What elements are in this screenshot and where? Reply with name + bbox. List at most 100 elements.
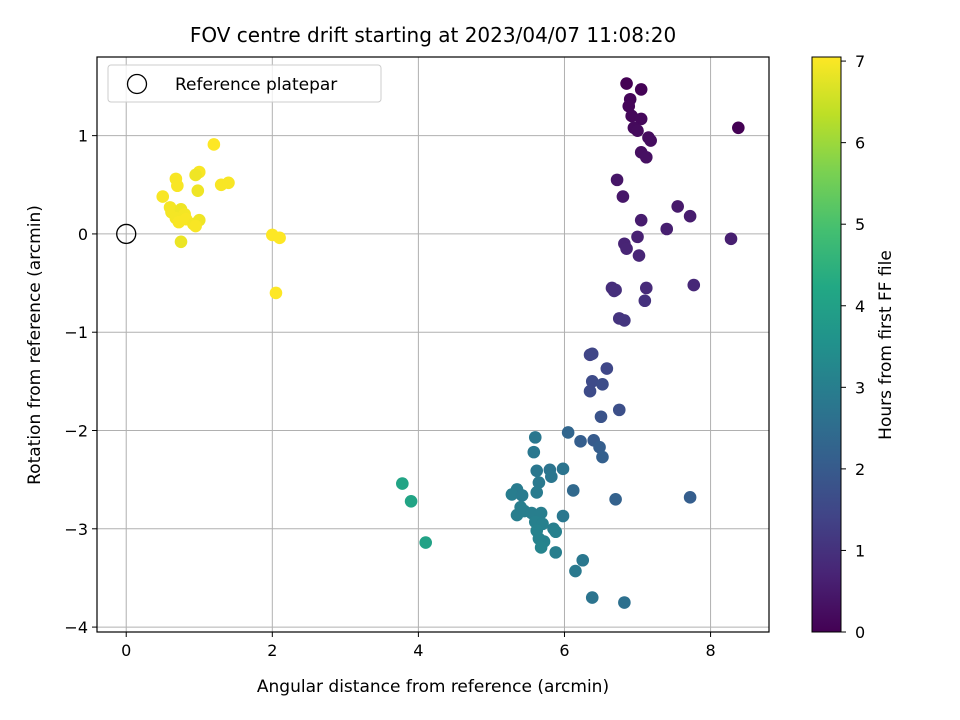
x-axis-ticks: 0 2 4 6 8 [121, 632, 716, 660]
scatter-point [207, 138, 221, 151]
scatter-point [618, 314, 631, 327]
scatter-point [569, 564, 582, 578]
y-axis-label: Rotation from reference (arcmin) [25, 205, 45, 485]
x-tick-label: 8 [705, 641, 715, 660]
scatter-point [530, 486, 544, 499]
y-tick-label: −4 [64, 618, 88, 637]
scatter-point [583, 384, 597, 398]
scatter-point [189, 168, 202, 182]
scatter-point [419, 536, 432, 549]
scatter-point [561, 426, 575, 439]
scatter-point [530, 464, 544, 478]
x-tick-label: 2 [267, 641, 277, 660]
reference-platepar-marker [116, 223, 137, 245]
scatter-point [644, 134, 657, 147]
scatter-point [556, 462, 570, 476]
scatter-point [191, 184, 205, 197]
scatter-point [527, 445, 541, 459]
colorbar-tick-label: 7 [855, 52, 865, 71]
y-tick-label: 0 [78, 225, 88, 244]
legend-reference-marker [126, 73, 148, 95]
scatter-point [156, 190, 170, 203]
scatter-point [639, 150, 653, 164]
scatter-point [634, 213, 648, 227]
data-points [156, 77, 745, 609]
scatter-point [404, 494, 418, 508]
scatter-point [687, 278, 701, 292]
scatter-point [609, 493, 622, 506]
scatter-point [576, 553, 590, 567]
scatter-point [620, 242, 633, 255]
scatter-point [610, 173, 624, 187]
scatter-point [549, 546, 563, 559]
scatter-point [222, 176, 235, 190]
grid [97, 57, 769, 632]
colorbar-ticks: 0 1 2 3 4 5 6 7 [841, 52, 865, 642]
plot-frame [96, 56, 770, 633]
colorbar: 0 1 2 3 4 5 6 7 Hours from first FF file [811, 52, 896, 642]
colorbar-gradient [811, 56, 842, 633]
x-axis-label: Angular distance from reference (arcmin) [257, 677, 609, 697]
colorbar-tick-label: 6 [855, 134, 865, 153]
scatter-point [515, 489, 529, 502]
scatter-point [528, 431, 542, 444]
scatter-point [269, 286, 283, 300]
scatter-point [171, 179, 184, 193]
scatter-point [534, 506, 548, 520]
legend-box [107, 64, 382, 103]
scatter-point [585, 591, 599, 604]
scatter-point [671, 200, 684, 213]
scatter-point [616, 190, 630, 203]
scatter-point [505, 488, 519, 501]
reference-marker-layer [116, 223, 137, 245]
legend: Reference platepar [107, 64, 382, 103]
scatter-point [724, 232, 738, 246]
colorbar-label: Hours from first FF file [876, 250, 896, 440]
scatter-point [732, 121, 745, 135]
scatter-point [634, 83, 648, 96]
scatter-point [618, 596, 631, 609]
scatter-point [189, 219, 202, 233]
colorbar-tick-label: 3 [855, 378, 865, 397]
scatter-point [574, 435, 587, 448]
scatter-point [600, 362, 614, 375]
scatter-point [596, 378, 609, 391]
scatter-point [683, 209, 697, 223]
y-axis-ticks: −4 −3 −2 −1 0 1 [64, 127, 97, 637]
scatter-point [273, 231, 286, 245]
scatter-point [549, 525, 563, 539]
x-tick-label: 4 [413, 641, 423, 660]
y-tick-label: −2 [64, 422, 88, 441]
scatter-point [556, 509, 570, 523]
scatter-point [607, 284, 621, 298]
scatter-point [631, 124, 644, 138]
scatter-point [545, 470, 558, 484]
y-tick-label: −1 [64, 323, 88, 342]
scatter-point [612, 403, 626, 417]
y-tick-label: −3 [64, 520, 88, 539]
scatter-point [638, 294, 652, 308]
scatter-point [620, 77, 633, 90]
scatter-point [639, 281, 653, 295]
x-tick-label: 0 [121, 641, 131, 660]
scatter-point [396, 477, 409, 490]
colorbar-tick-label: 2 [855, 460, 865, 479]
scatter-point [566, 484, 580, 497]
scatter-point [622, 99, 636, 113]
scatter-point [596, 450, 609, 464]
colorbar-tick-label: 5 [855, 215, 865, 234]
scatter-point [585, 347, 599, 361]
scatter-point [532, 476, 546, 489]
legend-label-reference: Reference platepar [175, 75, 337, 95]
scatter-point [625, 109, 638, 123]
colorbar-tick-label: 1 [855, 541, 865, 560]
scatter-point [594, 410, 608, 424]
scatter-point [632, 249, 646, 262]
scatter-point [631, 230, 644, 244]
scatter-point [660, 222, 674, 236]
scatter-point [634, 112, 648, 126]
colorbar-tick-label: 4 [855, 297, 865, 316]
scatter-point [593, 440, 606, 454]
scatter-point [174, 235, 188, 249]
